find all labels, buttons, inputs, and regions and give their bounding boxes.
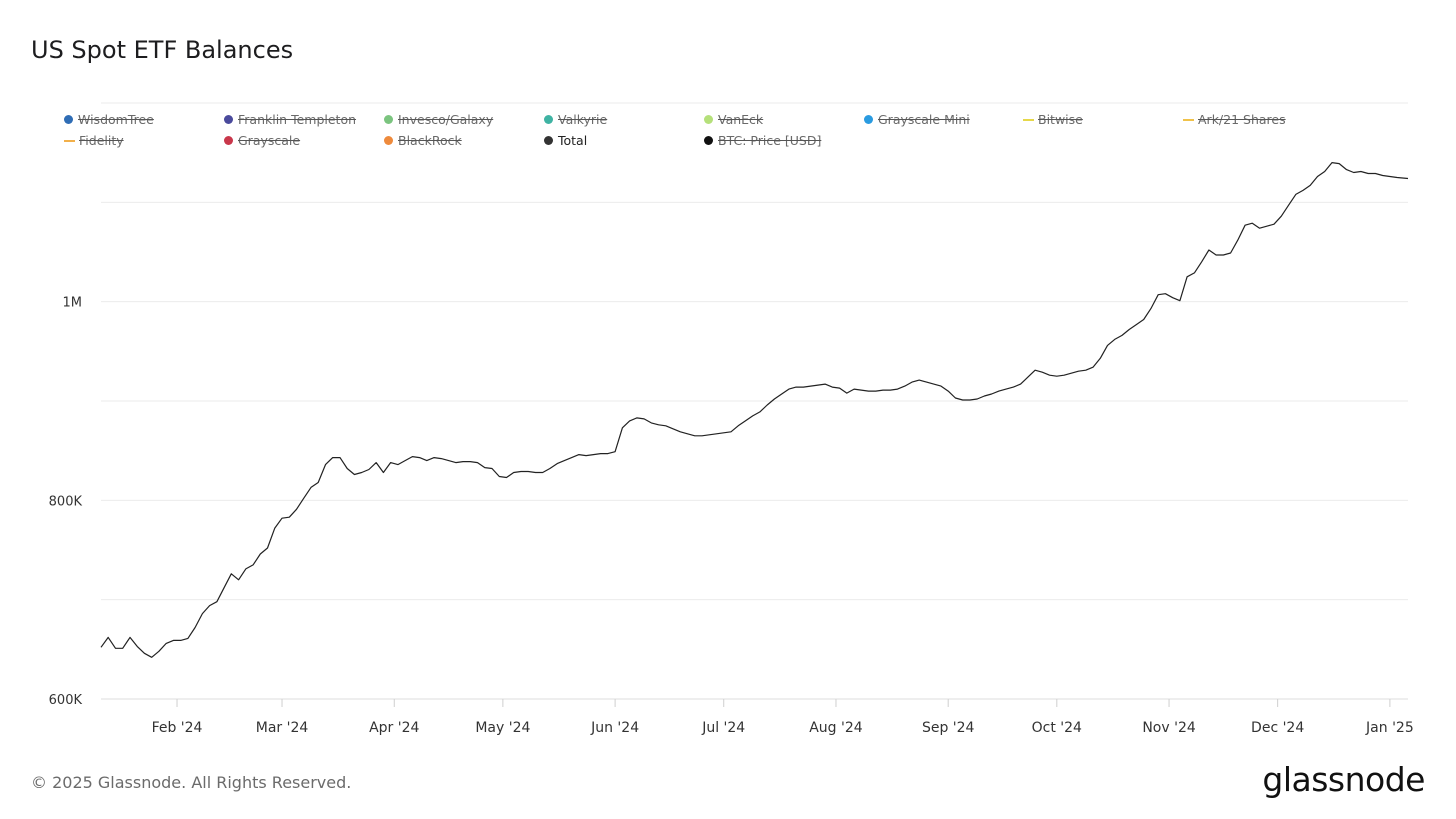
legend-item-vaneck[interactable]: VanEck (704, 112, 763, 128)
y-tick-label: 800K (49, 494, 83, 509)
legend-label: VanEck (718, 112, 764, 127)
legend-marker (64, 115, 73, 124)
legend-marker (1183, 118, 1194, 121)
legend-marker (224, 136, 233, 145)
legend-marker (704, 136, 713, 145)
glassnode-logo: glassnode (1262, 760, 1425, 799)
legend-marker (224, 115, 233, 124)
x-tick-label: Dec '24 (1251, 720, 1304, 736)
legend-marker (544, 136, 553, 145)
x-tick-label: Feb '24 (152, 720, 203, 736)
x-tick-label: Apr '24 (369, 720, 419, 736)
legend-marker (64, 139, 75, 142)
series-line-total (100, 162, 1409, 658)
x-tick-label: Jan '25 (1365, 720, 1414, 736)
x-tick-label: Sep '24 (922, 720, 975, 736)
x-tick-label: Nov '24 (1142, 720, 1196, 736)
legend-item-grayscale-mini[interactable]: Grayscale Mini (864, 112, 970, 128)
legend-item-valkyrie[interactable]: Valkyrie (544, 112, 607, 128)
legend-label: Grayscale Mini (878, 112, 970, 127)
legend-label: BlackRock (398, 133, 462, 148)
legend-label: WisdomTree (78, 112, 154, 127)
legend-label: Ark/21 Shares (1198, 112, 1286, 127)
x-tick-label: Mar '24 (256, 720, 309, 736)
legend-item-bitwise[interactable]: Bitwise (1023, 112, 1083, 128)
y-tick-label: 600K (49, 693, 83, 708)
legend-label: Franklin Templeton (238, 112, 357, 127)
x-tick-label: Jul '24 (701, 720, 745, 736)
legend-item-ark-21-shares[interactable]: Ark/21 Shares (1183, 112, 1286, 128)
legend-item-wisdomtree[interactable]: WisdomTree (64, 112, 154, 128)
legend-marker (864, 115, 873, 124)
legend-item-btc-price-usd[interactable]: BTC: Price [USD] (704, 133, 821, 149)
legend-label: Grayscale (238, 133, 301, 148)
legend-item-fidelity[interactable]: Fidelity (64, 133, 124, 149)
legend-marker (704, 115, 713, 124)
legend-marker (384, 115, 393, 124)
legend-item-blackrock[interactable]: BlackRock (384, 133, 462, 149)
legend-item-total[interactable]: Total (544, 133, 587, 149)
legend-label: Total (558, 133, 588, 148)
legend-label: Bitwise (1038, 112, 1083, 127)
legend-item-grayscale[interactable]: Grayscale (224, 133, 300, 149)
legend-marker (1023, 118, 1034, 121)
legend-item-invesco-galaxy[interactable]: Invesco/Galaxy (384, 112, 493, 128)
legend-marker (384, 136, 393, 145)
y-tick-label: 1M (63, 296, 83, 311)
legend-label: Invesco/Galaxy (398, 112, 494, 127)
x-tick-label: Aug '24 (809, 720, 863, 736)
x-tick-label: Oct '24 (1032, 720, 1082, 736)
x-tick-label: Jun '24 (590, 720, 639, 736)
x-tick-label: May '24 (475, 720, 530, 736)
legend-label: Valkyrie (558, 112, 608, 127)
copyright-footer: © 2025 Glassnode. All Rights Reserved. (31, 773, 352, 792)
legend-label: BTC: Price [USD] (718, 133, 822, 148)
legend-label: Fidelity (79, 133, 124, 148)
legend-marker (544, 115, 553, 124)
legend-item-franklin-templeton[interactable]: Franklin Templeton (224, 112, 356, 128)
chart-title: US Spot ETF Balances (31, 36, 294, 64)
